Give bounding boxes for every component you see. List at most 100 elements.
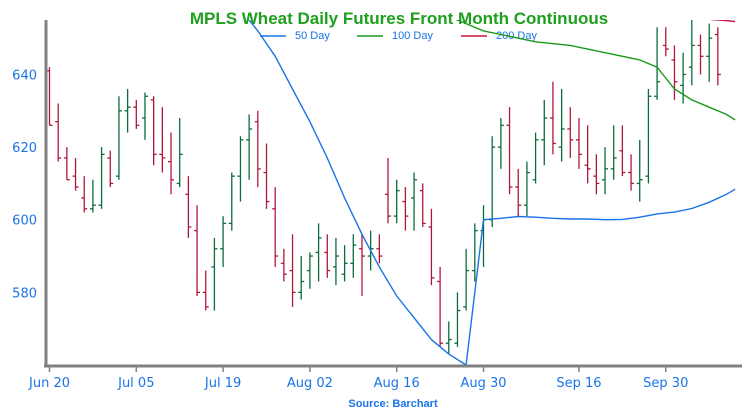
ohlc-bar — [176, 118, 183, 188]
ohlc-bar — [393, 179, 400, 224]
ohlc-bar — [662, 27, 669, 57]
ohlc-bar — [636, 139, 643, 202]
x-tick-label: Jun 20 — [28, 376, 70, 391]
x-tick-label: Aug 02 — [287, 376, 333, 391]
y-tick-label: 600 — [12, 214, 37, 229]
y-axis-ticks: 580 600 620 640 — [12, 68, 37, 301]
ohlc-bar — [107, 150, 114, 188]
ohlc-bar — [541, 99, 548, 166]
y-tick-label: 620 — [12, 141, 37, 156]
ma-line-200-day — [709, 20, 736, 23]
ohlc-bar — [228, 172, 235, 231]
ohlc-bar — [428, 208, 435, 286]
ohlc-bar — [619, 125, 626, 177]
ohlc-bar — [159, 107, 166, 173]
ohlc-bar — [549, 81, 556, 155]
ohlc-bar — [272, 187, 279, 267]
ohlc-bar — [194, 205, 201, 296]
plot-area — [47, 20, 736, 365]
ohlc-bar — [124, 89, 131, 133]
ohlc-bar — [246, 114, 253, 180]
ohlc-bar — [411, 172, 418, 231]
ma-line-100-day — [455, 20, 736, 121]
ohlc-bar — [133, 99, 140, 129]
ohlc-bar — [654, 27, 661, 100]
ohlc-bar — [697, 34, 704, 75]
ohlc-bar — [89, 179, 96, 213]
ohlc-bar — [376, 234, 383, 264]
ohlc-bar — [671, 45, 678, 100]
ohlc-bar — [237, 136, 244, 202]
ohlc-bar — [489, 136, 496, 227]
ohlc-bar — [315, 223, 322, 282]
source-note: Source: Barchart — [348, 398, 438, 410]
ohlc-bar — [567, 107, 574, 158]
ohlc-bar — [324, 234, 331, 278]
chart-title: MPLS Wheat Daily Futures Front Month Con… — [190, 9, 608, 28]
y-tick-label: 640 — [12, 68, 37, 83]
ohlc-bar — [575, 118, 582, 169]
y-tick-label: 580 — [12, 286, 37, 301]
ohlc-bar — [280, 248, 287, 282]
ohlc-bar — [497, 118, 504, 169]
x-axis-ticks: Jun 20 Jul 05 Jul 19 Aug 02 Aug 16 Aug 30 Sep … — [28, 366, 688, 391]
x-tick-label: Sep 16 — [556, 376, 601, 391]
ohlc-bar — [402, 187, 409, 231]
ma-line-50-day — [248, 20, 736, 365]
legend-label-50-day: 50 Day — [295, 30, 330, 42]
ohlc-bar — [220, 216, 227, 267]
x-tick-label: Jul 05 — [117, 376, 154, 391]
ohlc-bar — [523, 161, 530, 217]
ohlc-bar — [385, 158, 392, 224]
ohlc-bar — [211, 237, 218, 311]
ohlc-bar — [72, 158, 79, 191]
ohlc-bar — [150, 96, 157, 166]
ohlc-bar — [63, 147, 70, 181]
x-tick-label: Sep 30 — [643, 376, 688, 391]
ohlc-bar — [714, 27, 721, 86]
ohlc-bar — [341, 245, 348, 282]
ohlc-bar — [584, 125, 591, 184]
ohlc-bar — [298, 256, 305, 300]
ohlc-bar — [263, 143, 270, 209]
ohlc-bar — [419, 183, 426, 227]
ohlc-bar — [289, 234, 296, 307]
ohlc-bar — [602, 147, 609, 195]
ohlc-bar — [202, 270, 209, 311]
ohlc-bar — [506, 107, 513, 195]
legend-label-100-day: 100 Day — [392, 30, 433, 42]
ohlc-bar — [610, 125, 617, 180]
ohlc-bar — [55, 103, 62, 162]
legend: 50 Day 100 Day 200 Day — [260, 30, 537, 42]
ohlc-bar — [141, 92, 148, 140]
ohlc-bar — [47, 67, 53, 126]
ohlc-bar — [437, 266, 444, 347]
ohlc-bar — [706, 23, 713, 82]
ohlc-bar — [445, 321, 452, 355]
x-tick-label: Jul 19 — [204, 376, 241, 391]
ohlc-bar — [81, 176, 88, 213]
ohlc-bar — [254, 110, 261, 188]
ohlc-bar — [350, 234, 357, 278]
ohlc-bar — [558, 89, 565, 162]
ohlc-bar — [98, 147, 105, 209]
ohlc-bar — [358, 234, 365, 296]
ohlc-bar — [463, 248, 470, 311]
ohlc-bar — [688, 20, 695, 86]
ohlc-bar — [515, 168, 522, 217]
ohlc-bar — [628, 154, 635, 191]
ohlc-bar — [332, 237, 339, 286]
ohlc-bar — [645, 89, 652, 184]
ohlc-bar — [532, 132, 539, 184]
ohlc-bar — [471, 223, 478, 282]
ohlc-bar — [454, 292, 461, 347]
ohlc-bar — [185, 176, 192, 238]
ohlc-bar — [593, 154, 600, 195]
x-tick-label: Aug 16 — [374, 376, 420, 391]
ohlc-bar — [306, 252, 313, 289]
ohlc-bar — [115, 96, 122, 180]
ohlc-bar — [168, 132, 175, 195]
x-tick-label: Aug 30 — [460, 376, 506, 391]
legend-label-200-day: 200 Day — [496, 30, 537, 42]
